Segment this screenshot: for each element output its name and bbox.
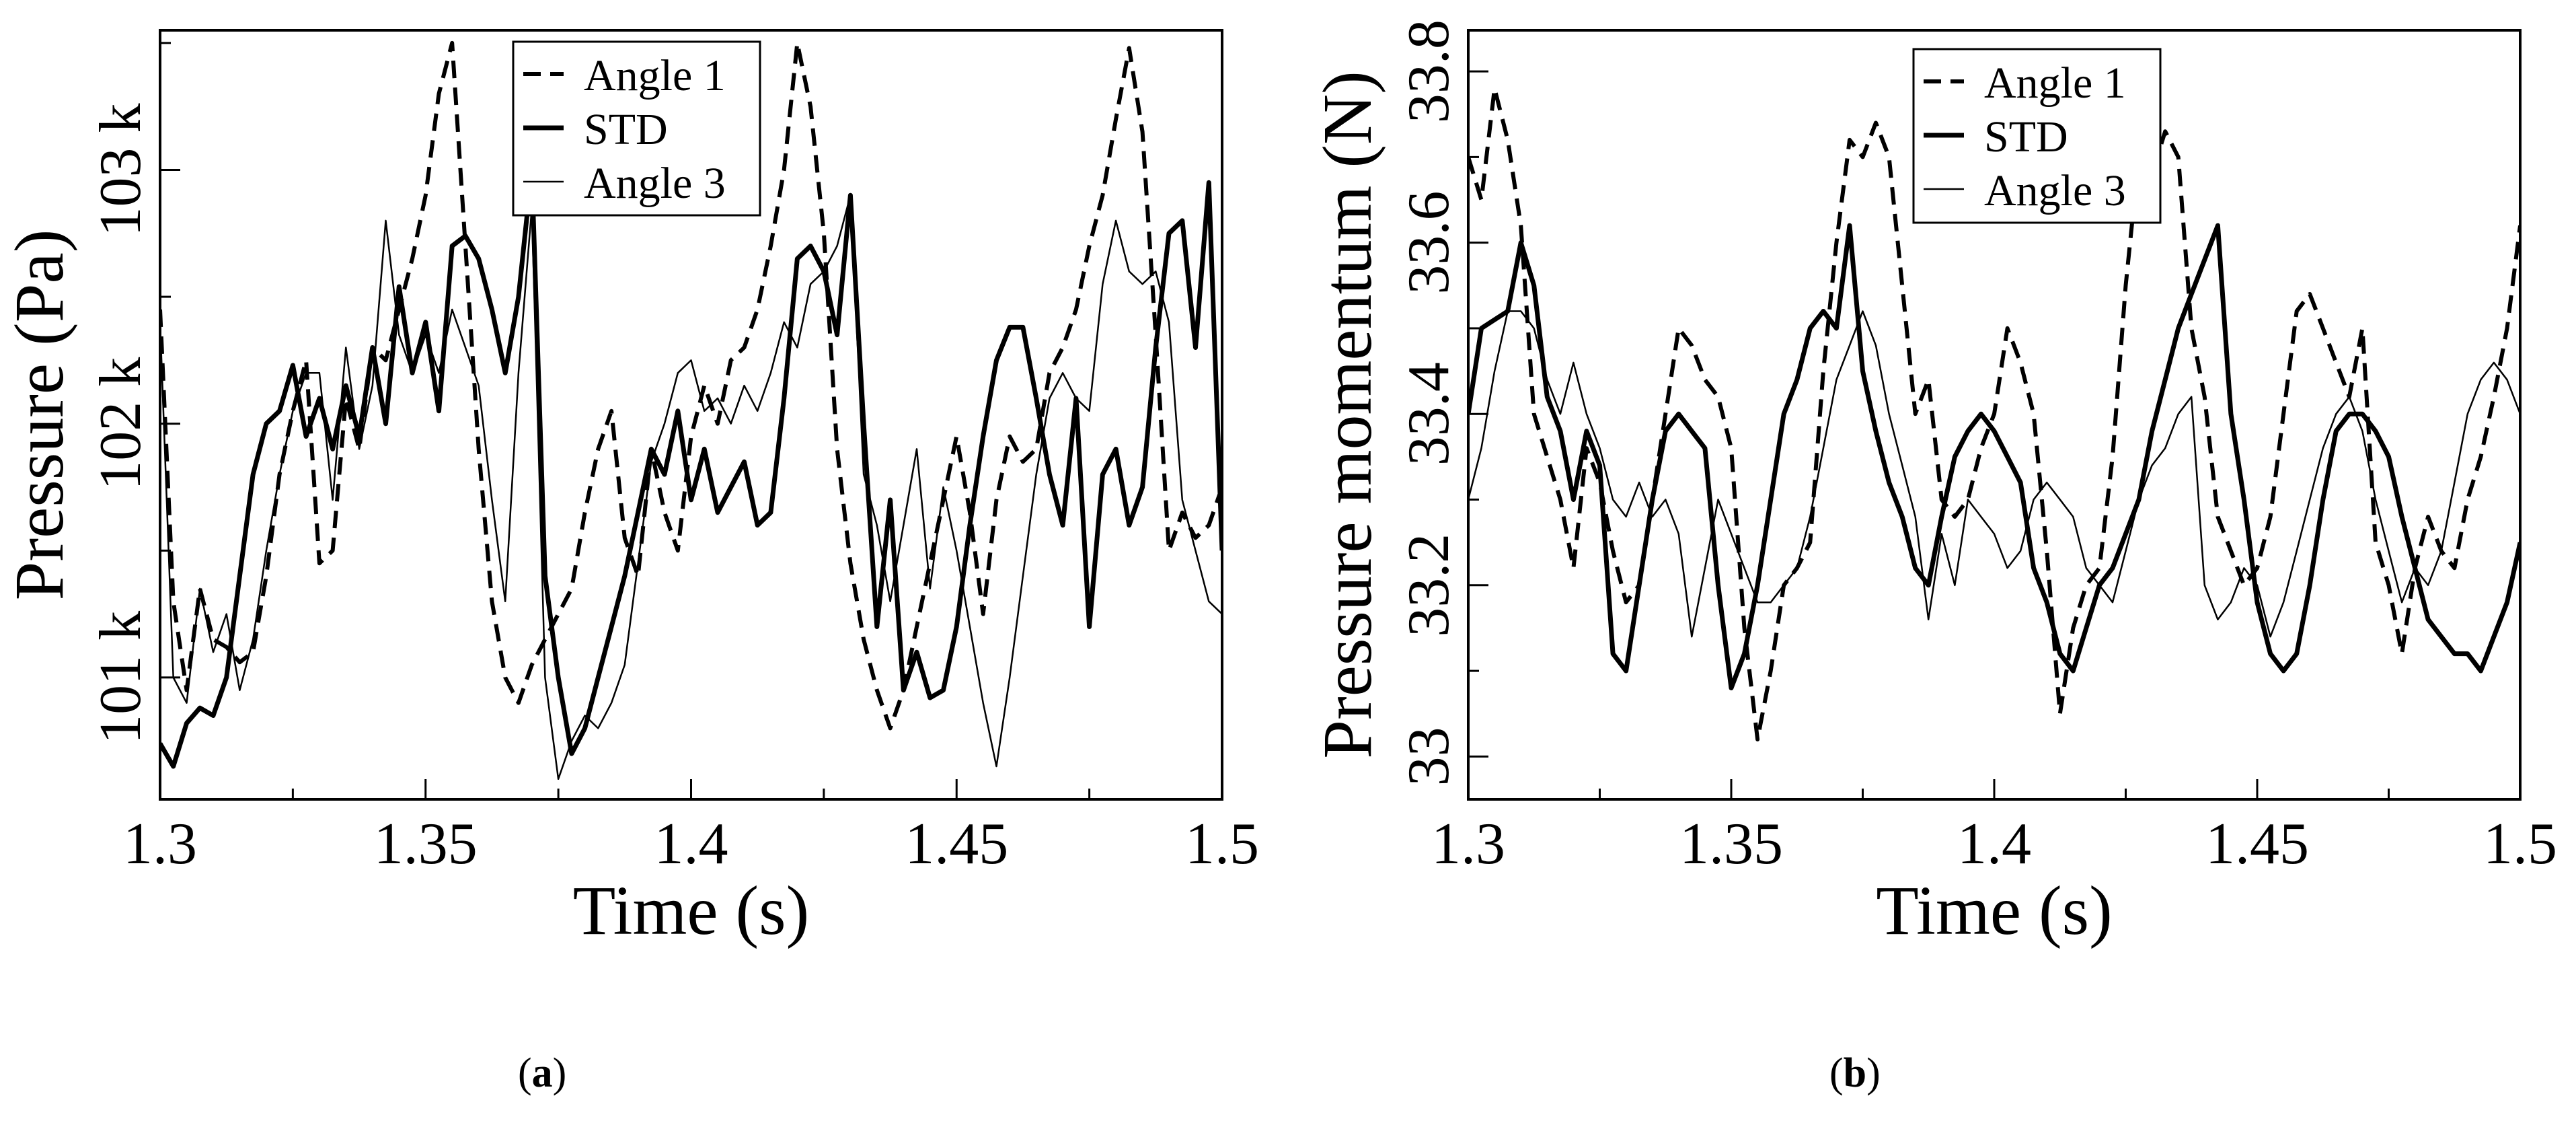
- legend-label: STD: [584, 105, 668, 154]
- y-tick-label: 33.6: [1396, 191, 1462, 295]
- x-tick-label: 1.45: [2205, 811, 2309, 877]
- y-tick-label: 102 k: [88, 357, 153, 490]
- x-tick-label: 1.3: [1431, 811, 1505, 877]
- x-tick-label: 1.5: [2483, 811, 2557, 877]
- series-group: [160, 40, 1222, 780]
- x-tick-label: 1.4: [654, 811, 728, 877]
- series-std: [160, 168, 1222, 769]
- series-angle-3: [1468, 310, 2520, 638]
- legend-label: Angle 1: [1984, 59, 2126, 108]
- subcaption-b: (b): [1829, 1050, 1881, 1096]
- x-tick-label: 1.35: [374, 811, 478, 877]
- series-group: [1468, 86, 2520, 741]
- subcaption-letter-a: a: [531, 1050, 553, 1096]
- subcaption-letter-b: b: [1843, 1050, 1867, 1096]
- y-tick-label: 101 k: [88, 611, 153, 744]
- series-angle-1: [160, 40, 1222, 731]
- y-tick-label: 33.4: [1396, 362, 1462, 466]
- x-axis-title: Time (s): [1876, 872, 2113, 949]
- y-axis-title: Pressure (Pa): [1, 229, 78, 601]
- y-axis-title: Pressure momentum (N): [1309, 71, 1386, 758]
- pressure-chart: 1.3 1.35 1.4 1.45 1.5 101 k 102 k 103 k Time (s)…: [1, 29, 1259, 949]
- x-tick-label: 1.4: [1957, 811, 2031, 877]
- series-std: [1468, 223, 2520, 690]
- subcaption-a: (a): [518, 1050, 567, 1096]
- x-tick-label: 1.3: [123, 811, 197, 877]
- x-tick-label: 1.5: [1185, 811, 1259, 877]
- pressure-momentum-chart: 1.3 1.35 1.4 1.45 1.5 33 33.2 33.4 33.6 33.8 Time …: [1309, 20, 2557, 949]
- legend-label: STD: [1984, 112, 2068, 161]
- x-tick-label: 1.45: [905, 811, 1008, 877]
- legend-label: Angle 3: [584, 159, 726, 208]
- x-axis-title: Time (s): [573, 872, 810, 949]
- chart-panel-a: 1.3 1.35 1.4 1.45 1.5 101 k 102 k 103 k Time (s)…: [0, 0, 1288, 1009]
- y-tick-label: 33.8: [1396, 20, 1462, 123]
- series-angle-3: [160, 194, 1222, 780]
- y-tick-label: 103 k: [88, 103, 153, 236]
- legend-label: Angle 3: [1984, 166, 2126, 215]
- y-tick-label: 33: [1396, 727, 1462, 786]
- legend: Angle 1 STD Angle 3: [512, 40, 761, 217]
- x-tick-label: 1.35: [1679, 811, 1783, 877]
- y-tick-label: 33.2: [1396, 534, 1462, 637]
- legend-label: Angle 1: [584, 51, 726, 100]
- chart-panel-b: 1.3 1.35 1.4 1.45 1.5 33 33.2 33.4 33.6 33.8 Time …: [1288, 0, 2576, 1009]
